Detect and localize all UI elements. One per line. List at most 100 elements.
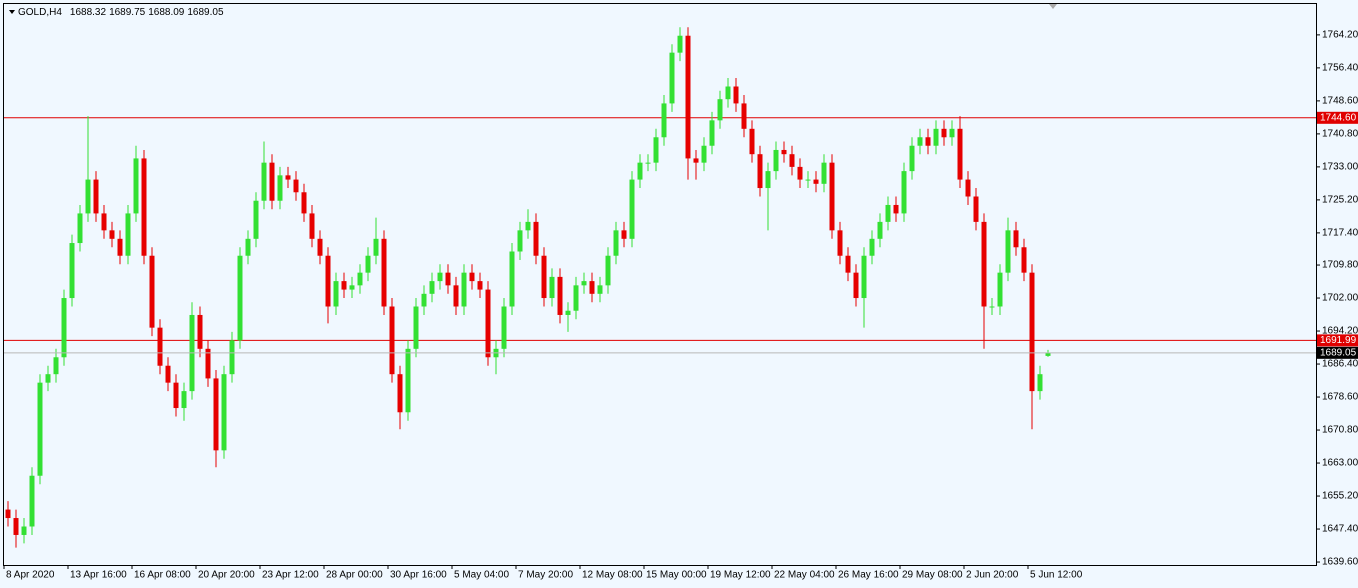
candle-body	[733, 86, 739, 104]
candle-body	[925, 137, 931, 146]
candle-body	[413, 306, 419, 349]
candle-body	[461, 272, 467, 307]
candle-body	[749, 128, 755, 155]
candle-body	[637, 162, 643, 180]
candle-body	[949, 128, 955, 138]
candle-body	[61, 298, 67, 358]
candle-body	[285, 175, 291, 180]
y-tick-label: 1639.60	[1322, 557, 1358, 568]
x-tick-label: 16 Apr 08:00	[134, 570, 191, 581]
candle-body	[165, 365, 171, 383]
candle-body	[1005, 230, 1011, 273]
candle-body	[869, 238, 875, 256]
candle-body	[197, 314, 203, 349]
candle-body	[245, 238, 251, 256]
x-tick-label: 2 Jun 20:00	[966, 570, 1019, 581]
candle-body	[701, 145, 707, 163]
candle-body	[781, 149, 787, 155]
candle-body	[693, 158, 699, 163]
menu-arrow	[9, 10, 15, 14]
y-tick-label: 1725.20	[1322, 195, 1358, 206]
candle-body	[965, 179, 971, 197]
y-tick-label: 1663.00	[1322, 458, 1358, 469]
y-tick-label: 1694.20	[1322, 326, 1358, 337]
bid-label: 1689.05	[1320, 347, 1357, 358]
level-label: 1691.99	[1320, 335, 1357, 346]
x-tick-label: 23 Apr 12:00	[262, 570, 319, 581]
candle-body	[605, 255, 611, 286]
candle-body	[917, 137, 923, 146]
candle-body	[365, 255, 371, 273]
candle-body	[421, 293, 427, 307]
candle-body	[573, 285, 579, 311]
candle-body	[229, 340, 235, 375]
candle-body	[581, 281, 587, 286]
candle-body	[149, 255, 155, 328]
candle-body	[29, 475, 35, 527]
candle-body	[893, 204, 899, 214]
candle-body	[77, 213, 83, 244]
candle-body	[277, 175, 283, 201]
x-tick-label: 15 May 00:00	[646, 570, 707, 581]
candle-body	[381, 238, 387, 307]
x-tick-label: 12 May 08:00	[582, 570, 643, 581]
candle-body	[325, 255, 331, 307]
candle-body	[261, 162, 267, 201]
candle-body	[373, 238, 379, 256]
candle-body	[453, 285, 459, 307]
y-tick-label: 1702.00	[1322, 293, 1358, 304]
candle-body	[565, 310, 571, 315]
x-tick-label: 28 Apr 00:00	[326, 570, 383, 581]
x-tick-label: 5 May 04:00	[454, 570, 509, 581]
x-tick-label: 30 Apr 16:00	[390, 570, 447, 581]
plot-frame	[3, 3, 1317, 566]
level-label: 1744.60	[1320, 112, 1357, 123]
candle-body	[845, 255, 851, 273]
candle-body	[653, 137, 659, 163]
candle-body	[629, 179, 635, 239]
x-tick-label: 29 May 08:00	[902, 570, 963, 581]
x-tick-label: 8 Apr 2020	[6, 570, 55, 581]
y-tick-label: 1678.60	[1322, 392, 1358, 403]
candle-body	[69, 243, 75, 299]
candle-body	[341, 281, 347, 290]
candle-body	[1021, 247, 1027, 273]
x-tick-label: 20 Apr 20:00	[198, 570, 255, 581]
header-close: 1689.05	[187, 7, 224, 18]
candle-body	[821, 162, 827, 184]
candle-body	[509, 251, 515, 307]
candle-body	[5, 509, 11, 519]
candle-body	[317, 238, 323, 256]
symbol: GOLD,H4	[18, 7, 62, 18]
y-tick-label: 1748.60	[1322, 96, 1358, 107]
candle-body	[45, 374, 51, 383]
candle-body	[677, 35, 683, 53]
candle-body	[221, 374, 227, 451]
candle-body	[437, 272, 443, 282]
candle-body	[477, 281, 483, 290]
candle-body	[157, 327, 163, 366]
chart-header: GOLD,H4 1688.32 1689.75 1688.09 1689.05	[8, 7, 227, 18]
candle-body	[813, 179, 819, 184]
y-tick-label: 1764.20	[1322, 30, 1358, 41]
header-high: 1689.75	[109, 7, 146, 18]
candle-body	[53, 357, 59, 375]
x-tick-label: 7 May 20:00	[518, 570, 573, 581]
y-tick-label: 1709.80	[1322, 260, 1358, 271]
header-open: 1688.32	[69, 7, 107, 18]
candle-body	[517, 230, 523, 252]
candle-body	[1037, 374, 1043, 392]
x-tick-label: 13 Apr 16:00	[70, 570, 127, 581]
candle-body	[429, 281, 435, 294]
candle-body	[805, 179, 811, 181]
candle-body	[469, 272, 475, 282]
candle-body	[357, 272, 363, 286]
candle-body	[21, 526, 27, 535]
x-tick-label: 26 May 16:00	[838, 570, 899, 581]
candle-body	[333, 281, 339, 307]
candle-body	[253, 200, 259, 239]
candle-body	[349, 285, 355, 290]
candle-body	[213, 378, 219, 451]
